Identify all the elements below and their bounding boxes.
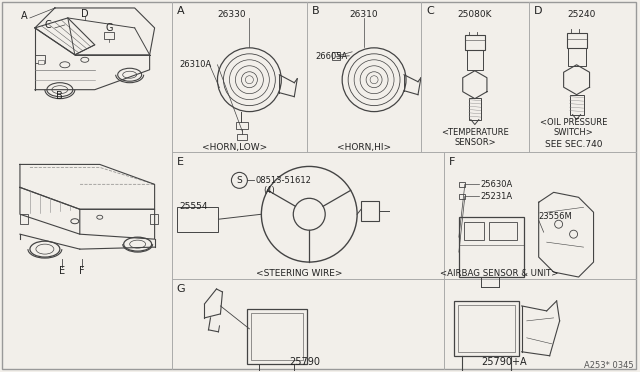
- Text: F: F: [79, 266, 84, 276]
- Bar: [465, 35, 485, 50]
- Text: 26310: 26310: [350, 10, 378, 19]
- Text: 25554: 25554: [180, 202, 208, 211]
- Text: SWITCH>: SWITCH>: [554, 128, 593, 137]
- Text: 25790+A: 25790+A: [481, 357, 527, 367]
- Ellipse shape: [52, 86, 68, 94]
- Bar: [570, 94, 584, 115]
- Circle shape: [555, 220, 563, 228]
- Text: SEE SEC.740: SEE SEC.740: [545, 140, 602, 148]
- Text: 26330: 26330: [217, 10, 246, 19]
- Ellipse shape: [60, 62, 70, 68]
- Text: (4): (4): [263, 186, 275, 195]
- Bar: [38, 60, 44, 64]
- Text: 25240: 25240: [568, 10, 596, 19]
- Text: <STEERING WIRE>: <STEERING WIRE>: [256, 269, 342, 278]
- Bar: [459, 182, 465, 187]
- Text: <OIL PRESSURE: <OIL PRESSURE: [540, 118, 607, 126]
- Text: <TEMPERATURE: <TEMPERATURE: [441, 128, 509, 137]
- Bar: [467, 50, 483, 70]
- Bar: [458, 305, 515, 352]
- Text: 25080K: 25080K: [458, 10, 492, 19]
- Text: <HORN,LOW>: <HORN,LOW>: [202, 142, 267, 151]
- Text: 25231A: 25231A: [481, 192, 513, 201]
- Text: <AIRBAG SENSOR & UNIT>: <AIRBAG SENSOR & UNIT>: [440, 269, 558, 278]
- Ellipse shape: [81, 57, 89, 62]
- Text: G: G: [106, 23, 113, 33]
- Bar: [236, 122, 248, 129]
- Text: 08513-51612: 08513-51612: [255, 176, 311, 185]
- Bar: [464, 222, 484, 240]
- Bar: [252, 313, 303, 360]
- Bar: [454, 301, 519, 356]
- Text: G: G: [177, 284, 185, 294]
- Circle shape: [293, 198, 325, 230]
- Text: B: B: [312, 6, 320, 16]
- Text: A: A: [20, 11, 28, 21]
- Circle shape: [261, 166, 357, 262]
- Text: 25630A: 25630A: [481, 180, 513, 189]
- Bar: [459, 217, 524, 277]
- Ellipse shape: [123, 71, 137, 78]
- Text: S: S: [237, 176, 243, 185]
- Bar: [568, 48, 586, 66]
- Text: A253* 0345: A253* 0345: [584, 361, 634, 370]
- Ellipse shape: [36, 244, 54, 254]
- Bar: [459, 194, 465, 199]
- Ellipse shape: [71, 219, 79, 224]
- Text: D: D: [534, 6, 542, 16]
- Text: E: E: [177, 157, 184, 167]
- Bar: [35, 55, 45, 63]
- Text: 23556M: 23556M: [539, 212, 572, 221]
- Text: C: C: [426, 6, 434, 16]
- Bar: [361, 201, 379, 221]
- Text: <HORN,HI>: <HORN,HI>: [337, 142, 391, 151]
- Text: F: F: [449, 157, 455, 167]
- Bar: [20, 214, 28, 224]
- Ellipse shape: [97, 215, 103, 219]
- Text: B: B: [56, 91, 63, 101]
- Bar: [259, 364, 294, 372]
- Circle shape: [570, 230, 577, 238]
- Text: D: D: [81, 9, 88, 19]
- Bar: [248, 309, 307, 364]
- Bar: [177, 207, 218, 232]
- Text: A: A: [177, 6, 184, 16]
- Circle shape: [232, 172, 248, 188]
- Bar: [150, 214, 157, 224]
- Bar: [469, 98, 481, 119]
- Bar: [237, 134, 248, 140]
- Text: E: E: [59, 266, 65, 276]
- Bar: [566, 33, 587, 48]
- Text: 25790: 25790: [289, 357, 320, 367]
- Text: 26310A: 26310A: [180, 60, 212, 69]
- Ellipse shape: [130, 240, 146, 248]
- Bar: [104, 32, 114, 39]
- Text: SENSOR>: SENSOR>: [454, 138, 495, 147]
- Text: C: C: [45, 20, 51, 30]
- Bar: [489, 222, 516, 240]
- Bar: [332, 52, 340, 60]
- Text: 26605A: 26605A: [316, 52, 348, 61]
